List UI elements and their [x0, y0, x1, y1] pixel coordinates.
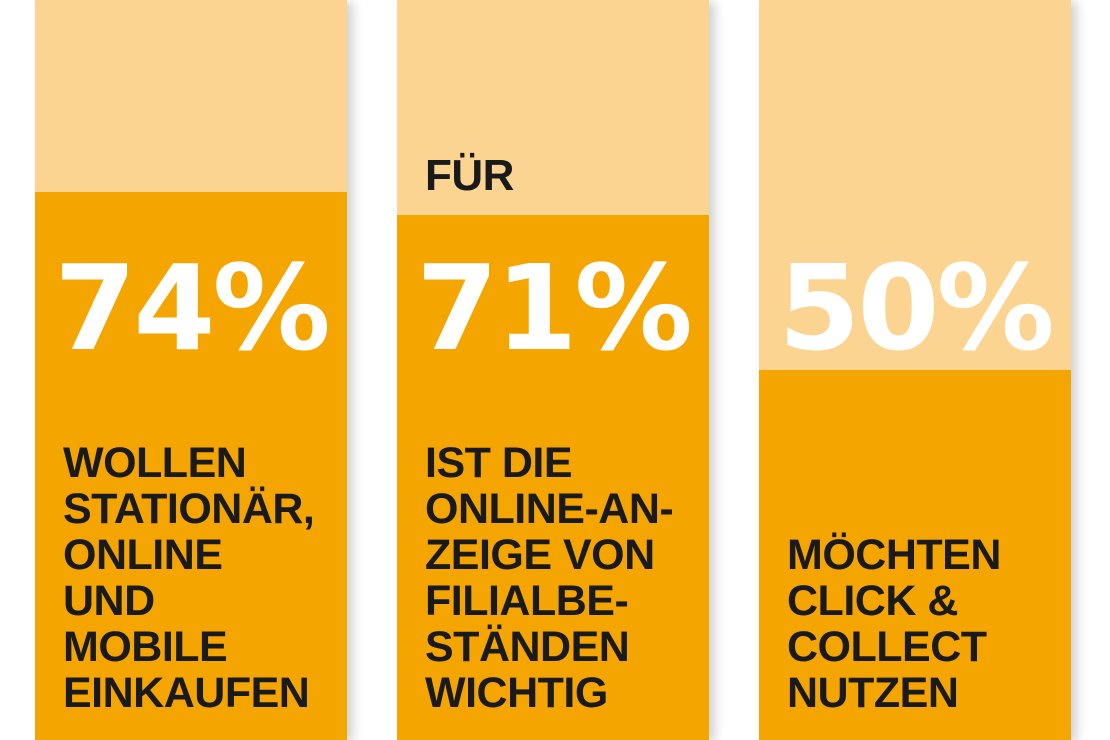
bar-column-1: 74% WOLLEN STATIONÄR, ONLINE UND MOBILE … — [35, 0, 347, 740]
bar-percent-label: 50% — [778, 239, 1054, 377]
bar-column-2: FÜR 71% IST DIE ONLINE-AN- ZEIGE VON FIL… — [397, 0, 709, 740]
bar-description: WOLLEN STATIONÄR, ONLINE UND MOBILE EINK… — [63, 439, 315, 717]
bar-percent-label: 71% — [416, 239, 692, 377]
bar-percent-label: 74% — [54, 239, 330, 377]
bar-description: IST DIE ONLINE-AN- ZEIGE VON FILIALBE- S… — [425, 439, 674, 717]
bar-prefix-text: FÜR — [425, 151, 514, 200]
bar-fill — [35, 192, 347, 740]
bar-fill — [759, 370, 1071, 740]
bar-description: MÖCHTEN CLICK & COLLECT NUTZEN — [787, 531, 1001, 717]
bar-fill — [397, 214, 709, 740]
bar-column-3: 50% MÖCHTEN CLICK & COLLECT NUTZEN — [759, 0, 1071, 740]
